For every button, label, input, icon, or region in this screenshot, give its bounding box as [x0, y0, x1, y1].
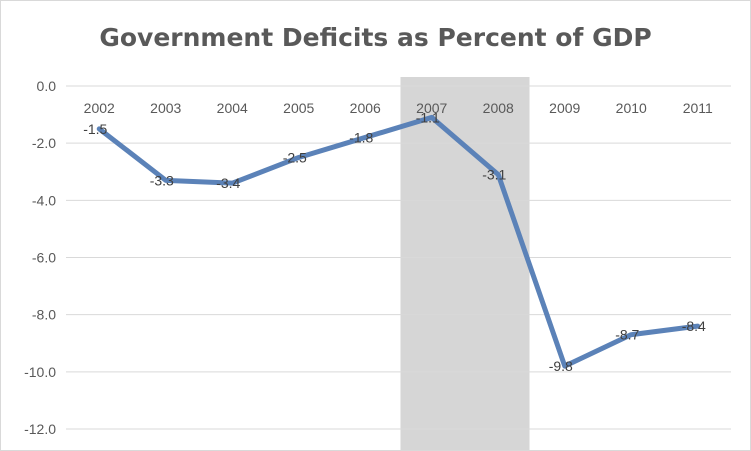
data-point	[296, 155, 301, 160]
data-label: -3.3	[150, 172, 174, 188]
data-label: -1.5	[83, 121, 107, 137]
data-label: -2.5	[283, 149, 307, 165]
x-tick-label: 2006	[350, 100, 381, 116]
y-tick-label: -12.0	[24, 421, 56, 437]
x-tick-label: 2004	[217, 100, 248, 116]
y-tick-label: -10.0	[24, 364, 56, 380]
data-label: -3.1	[482, 167, 506, 183]
y-tick-label: -4.0	[32, 192, 56, 208]
data-point	[429, 115, 434, 120]
y-tick-label: -2.0	[32, 135, 56, 151]
data-point	[363, 135, 368, 140]
data-point	[163, 178, 168, 183]
data-point	[562, 364, 567, 369]
data-point	[629, 332, 634, 337]
x-tick-label: 2003	[150, 100, 181, 116]
x-tick-label: 2009	[549, 100, 580, 116]
x-tick-label: 2010	[616, 100, 647, 116]
data-point	[695, 324, 700, 329]
x-tick-label: 2008	[483, 100, 514, 116]
data-point	[97, 126, 102, 131]
data-point	[230, 181, 235, 186]
data-point	[496, 172, 501, 177]
x-tick-label: 2011	[683, 100, 713, 116]
y-tick-label: -6.0	[32, 250, 56, 266]
y-tick-label: -8.0	[32, 307, 56, 323]
data-label: -1.8	[349, 129, 373, 145]
data-label: -8.4	[682, 318, 706, 334]
data-label: -8.7	[615, 327, 639, 343]
data-label: -1.1	[416, 109, 440, 125]
x-tick-label: 2005	[283, 100, 314, 116]
data-label: -3.4	[216, 175, 240, 191]
series-line	[96, 114, 701, 369]
x-tick-label: 2002	[84, 100, 115, 116]
x-tick-label: 2007	[416, 100, 447, 116]
data-label: -9.8	[549, 358, 573, 374]
shaded-region	[400, 77, 530, 450]
chart-title: Government Deficits as Percent of GDP	[99, 23, 652, 52]
y-tick-label: 0.0	[37, 78, 57, 94]
